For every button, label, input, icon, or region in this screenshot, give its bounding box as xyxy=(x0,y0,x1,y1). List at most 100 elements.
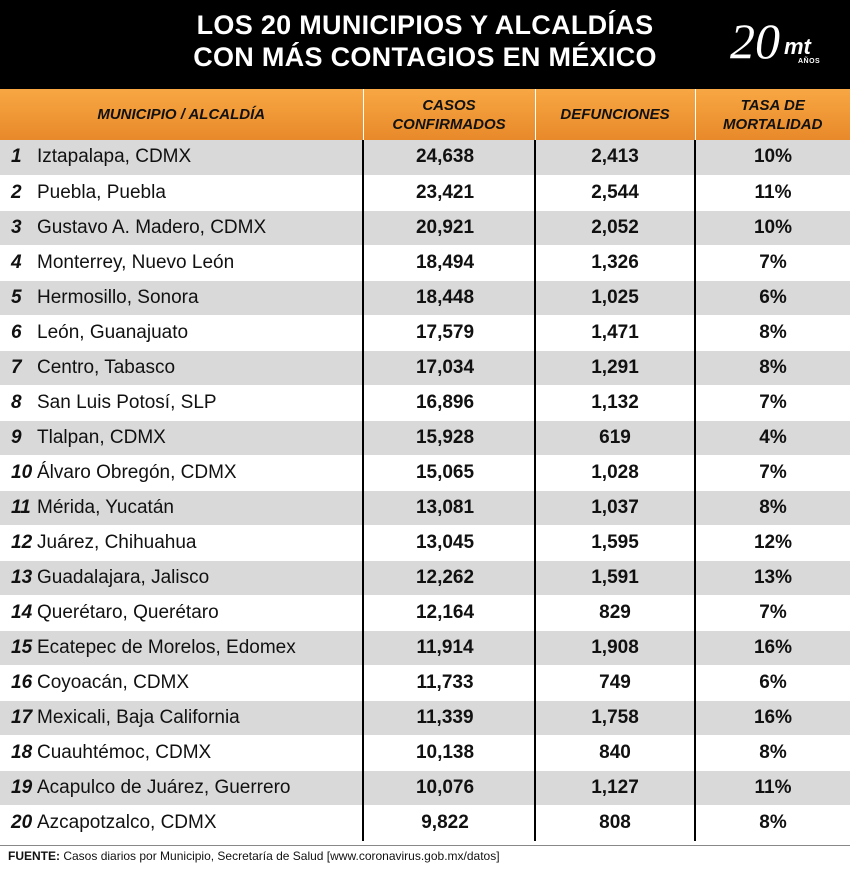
source-footer: FUENTE: Casos diarios por Municipio, Sec… xyxy=(0,845,850,870)
cell-tasa: 4% xyxy=(695,420,850,456)
cell-rank: 3 xyxy=(11,216,22,238)
cell-tasa: 11% xyxy=(695,175,850,211)
cell-municipio: 12 Juárez, Chihuahua xyxy=(0,525,364,561)
cell-casos: 11,914 xyxy=(363,630,536,666)
cell-casos: 17,034 xyxy=(363,350,536,386)
table-row: 10 Álvaro Obregón, CDMX 15,065 1,028 7% xyxy=(0,455,850,491)
cell-municipio: 4 Monterrey, Nuevo León xyxy=(0,245,364,281)
cell-rank: 20 xyxy=(11,811,33,833)
cell-tasa: 16% xyxy=(695,700,850,736)
cell-tasa: 6% xyxy=(695,280,850,316)
cell-municipio: 9 Tlalpan, CDMX xyxy=(0,420,364,456)
cell-casos: 12,164 xyxy=(363,595,536,631)
cell-rank: 2 xyxy=(11,181,22,203)
table-header-row: MUNICIPIO / ALCALDÍA CASOS CONFIRMADOS D… xyxy=(0,89,850,140)
cell-defunciones: 1,037 xyxy=(535,490,696,526)
cell-municipio: 6 León, Guanajuato xyxy=(0,315,364,351)
cell-rank: 7 xyxy=(11,356,22,378)
cell-municipio-name: San Luis Potosí, SLP xyxy=(37,391,217,413)
cell-municipio-name: Coyoacán, CDMX xyxy=(37,671,190,693)
cell-tasa: 10% xyxy=(695,210,850,246)
cell-tasa: 7% xyxy=(695,245,850,281)
page-title: LOS 20 MUNICIPIOS Y ALCALDÍAS CON MÁS CO… xyxy=(0,9,850,73)
table-row: 16 Coyoacán, CDMX 11,733 749 6% xyxy=(0,665,850,701)
cell-casos: 15,065 xyxy=(363,455,536,491)
cell-municipio-name: Mérida, Yucatán xyxy=(37,496,174,518)
cell-municipio-name: Puebla, Puebla xyxy=(37,181,166,203)
cell-casos: 23,421 xyxy=(363,175,536,211)
mt-20-anos-logo: 20 mt AÑOS xyxy=(730,14,826,70)
cell-casos: 18,494 xyxy=(363,245,536,281)
cell-casos: 10,138 xyxy=(363,735,536,771)
cell-rank: 19 xyxy=(11,776,33,798)
cell-rank: 5 xyxy=(11,286,22,308)
cell-defunciones: 829 xyxy=(535,595,696,631)
cell-municipio-name: Tlalpan, CDMX xyxy=(37,426,166,448)
title-line-1: LOS 20 MUNICIPIOS Y ALCALDÍAS xyxy=(196,10,654,40)
table-row: 12 Juárez, Chihuahua 13,045 1,595 12% xyxy=(0,525,850,561)
cell-municipio: 18 Cuauhtémoc, CDMX xyxy=(0,735,364,771)
cell-defunciones: 1,127 xyxy=(535,770,696,806)
cell-rank: 12 xyxy=(11,531,33,553)
cell-defunciones: 2,413 xyxy=(535,140,696,176)
cell-casos: 18,448 xyxy=(363,280,536,316)
cell-casos: 11,733 xyxy=(363,665,536,701)
title-banner: LOS 20 MUNICIPIOS Y ALCALDÍAS CON MÁS CO… xyxy=(0,0,850,89)
cell-municipio-name: Querétaro, Querétaro xyxy=(37,601,219,623)
cell-defunciones: 1,028 xyxy=(535,455,696,491)
table-row: 9 Tlalpan, CDMX 15,928 619 4% xyxy=(0,420,850,456)
cell-defunciones: 1,326 xyxy=(535,245,696,281)
cell-municipio: 16 Coyoacán, CDMX xyxy=(0,665,364,701)
logo-number: 20 xyxy=(730,13,780,69)
footer-label: FUENTE: xyxy=(8,849,60,863)
table-row: 5 Hermosillo, Sonora 18,448 1,025 6% xyxy=(0,280,850,316)
cell-rank: 10 xyxy=(11,461,33,483)
cell-casos: 16,896 xyxy=(363,385,536,421)
cell-municipio: 5 Hermosillo, Sonora xyxy=(0,280,364,316)
cell-rank: 18 xyxy=(11,741,33,763)
table-row: 19 Acapulco de Juárez, Guerrero 10,076 1,12… xyxy=(0,770,850,806)
cell-defunciones: 1,132 xyxy=(535,385,696,421)
cell-casos: 13,081 xyxy=(363,490,536,526)
column-header-casos: CASOS CONFIRMADOS xyxy=(363,89,536,140)
cell-tasa: 6% xyxy=(695,665,850,701)
cell-tasa: 12% xyxy=(695,525,850,561)
cell-tasa: 7% xyxy=(695,385,850,421)
column-header-tasa: TASA DE MORTALIDAD xyxy=(695,89,850,140)
cell-municipio-name: León, Guanajuato xyxy=(37,321,189,343)
cell-defunciones: 1,758 xyxy=(535,700,696,736)
cell-tasa: 8% xyxy=(695,490,850,526)
cell-defunciones: 1,908 xyxy=(535,630,696,666)
table-row: 14 Querétaro, Querétaro 12,164 829 7% xyxy=(0,595,850,631)
table-row: 4 Monterrey, Nuevo León 18,494 1,326 7% xyxy=(0,245,850,281)
cell-tasa: 16% xyxy=(695,630,850,666)
cell-rank: 4 xyxy=(11,251,22,273)
cell-municipio-name: Acapulco de Juárez, Guerrero xyxy=(37,776,291,798)
cell-municipio: 19 Acapulco de Juárez, Guerrero xyxy=(0,770,364,806)
cell-rank: 11 xyxy=(11,496,31,518)
cell-municipio-name: Álvaro Obregón, CDMX xyxy=(37,461,237,483)
cell-municipio-name: Centro, Tabasco xyxy=(37,356,176,378)
cell-municipio: 17 Mexicali, Baja California xyxy=(0,700,364,736)
cell-rank: 1 xyxy=(11,146,22,168)
cell-municipio: 13 Guadalajara, Jalisco xyxy=(0,560,364,596)
cell-tasa: 8% xyxy=(695,350,850,386)
cell-tasa: 8% xyxy=(695,315,850,351)
cell-municipio: 7 Centro, Tabasco xyxy=(0,350,364,386)
cell-casos: 17,579 xyxy=(363,315,536,351)
cell-defunciones: 1,591 xyxy=(535,560,696,596)
cell-defunciones: 1,025 xyxy=(535,280,696,316)
cell-defunciones: 1,595 xyxy=(535,525,696,561)
cell-defunciones: 2,544 xyxy=(535,175,696,211)
cell-rank: 9 xyxy=(11,426,22,448)
cell-municipio-name: Ecatepec de Morelos, Edomex xyxy=(37,636,296,658)
cell-municipio-name: Mexicali, Baja California xyxy=(37,706,240,728)
cell-tasa: 11% xyxy=(695,770,850,806)
table-row: 8 San Luis Potosí, SLP 16,896 1,132 7% xyxy=(0,385,850,421)
cell-casos: 15,928 xyxy=(363,420,536,456)
cell-municipio: 3 Gustavo A. Madero, CDMX xyxy=(0,210,364,246)
cell-municipio-name: Juárez, Chihuahua xyxy=(37,531,197,553)
cell-rank: 8 xyxy=(11,391,22,413)
cell-rank: 15 xyxy=(11,636,33,658)
cell-rank: 16 xyxy=(11,671,33,693)
